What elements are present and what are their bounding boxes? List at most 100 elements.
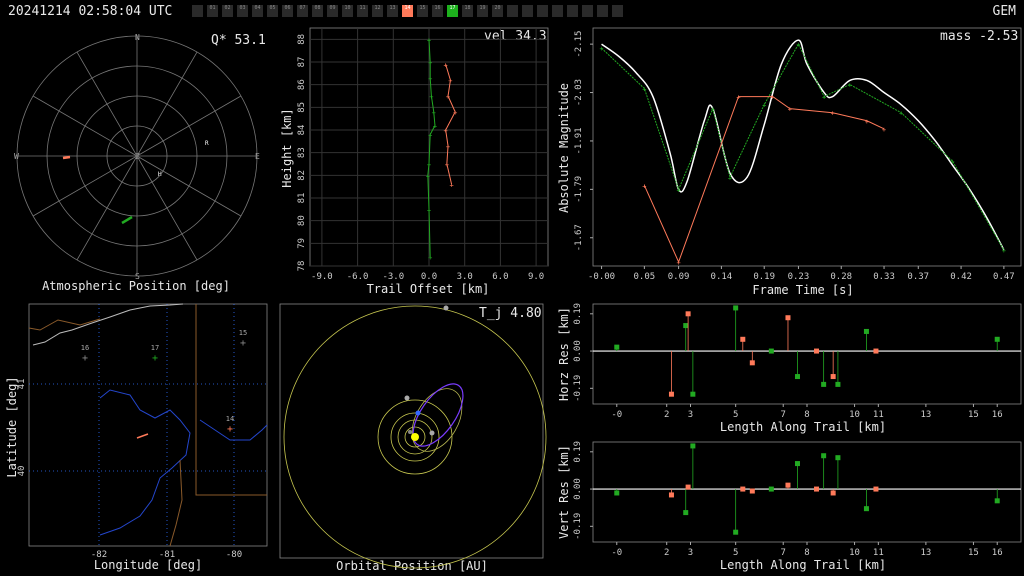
station-indicator-label: 04 [254, 5, 261, 11]
station-indicator-label: 03 [239, 5, 246, 11]
radiant-marker: R [205, 140, 209, 147]
y-tick-label: 83 [297, 147, 307, 158]
y-tick-label: 0.00 [573, 478, 583, 500]
x-tick-label: 10 [849, 548, 860, 558]
polar-spoke [76, 51, 198, 261]
data-point-green: + [899, 110, 903, 118]
station-indicator [552, 5, 563, 17]
jupiter-marker [443, 305, 449, 311]
residual-point-green [835, 455, 841, 461]
data-point-orange: + [448, 77, 452, 85]
x-tick-label: 0.14 [711, 272, 733, 282]
station-indicator-label: 13 [389, 5, 396, 11]
station-indicator-label: 20 [494, 5, 501, 11]
data-point-green: + [950, 158, 954, 166]
compass-w: W [14, 152, 19, 161]
y-tick-label: 0.19 [573, 441, 583, 463]
data-point-green: + [762, 102, 766, 110]
y-tick-label: -2.15 [574, 31, 584, 58]
residual-point-orange [685, 484, 691, 490]
residual-point-orange [685, 311, 691, 317]
x-tick-label: 0.28 [830, 272, 852, 282]
river-line [199, 419, 268, 441]
lightcurve-white [601, 39, 1005, 251]
station-marker: + [82, 353, 88, 364]
y-tick-label: 0.00 [573, 340, 583, 362]
state-border [195, 304, 267, 496]
x-tick-label: 0.23 [788, 272, 810, 282]
station-indicator [612, 5, 623, 17]
station-indicator: 10 [342, 5, 353, 17]
station-indicator: 12 [372, 5, 383, 17]
y-tick-label: -1.91 [574, 127, 584, 154]
series-line-green [427, 39, 436, 257]
x-tick-label: 0.19 [753, 272, 775, 282]
vert-xlabel: Length Along Trail [km] [720, 558, 886, 572]
station-indicator: 07 [297, 5, 308, 17]
x-tick-label: -3.0 [382, 272, 404, 282]
residual-point-green [768, 486, 774, 492]
x-tick-label: -0 [611, 410, 622, 420]
compass-e: E [255, 152, 260, 161]
county-border [28, 318, 101, 331]
data-point-orange: + [788, 106, 792, 114]
timestamp: 20241214 02:58:04 UTC [8, 4, 173, 19]
residual-point-orange [830, 374, 836, 380]
plot-frame [279, 303, 544, 559]
planet-orbit [404, 426, 426, 448]
lightcurve-green [601, 43, 1005, 251]
map-xlabel: Longitude [deg] [94, 558, 202, 572]
data-point-green: + [428, 75, 432, 83]
station-indicator: 14 [402, 5, 413, 17]
earth-marker [415, 410, 421, 416]
x-tick-label: 0.42 [950, 272, 972, 282]
station-indicator [567, 5, 578, 17]
x-tick-label: 13 [920, 548, 931, 558]
residual-point-green [690, 443, 696, 449]
station-label: 17 [151, 344, 159, 352]
station-label: 15 [239, 329, 247, 337]
x-tick-label: 7 [781, 410, 786, 420]
x-tick-label: 8 [804, 410, 809, 420]
residual-point-orange [749, 488, 755, 494]
station-marker: + [240, 338, 246, 349]
data-point-green: + [427, 206, 431, 214]
tj-annotation: T_j 4.80 [479, 306, 542, 321]
x-tick-label: 16 [992, 548, 1003, 558]
sun-marker [411, 433, 419, 441]
station-indicator [582, 5, 593, 17]
station-indicator-label: 07 [299, 5, 306, 11]
x-tick-label: -82 [91, 550, 107, 560]
station-indicator: 13 [387, 5, 398, 17]
y-tick-label: 78 [297, 261, 307, 272]
residual-point-orange [740, 486, 746, 492]
x-tick-label: -0.00 [588, 272, 615, 282]
residual-point-orange [668, 391, 674, 397]
y-tick-label: 88 [297, 34, 307, 45]
residual-point-green [863, 328, 869, 334]
y-tick-label: -0.19 [573, 513, 583, 540]
station-indicator: 18 [462, 5, 473, 17]
q-star-annotation: Q* 53.1 [211, 33, 266, 48]
compass-n: N [135, 33, 140, 42]
station-indicator-label: 19 [479, 5, 486, 11]
x-tick-label: 10 [849, 410, 860, 420]
lightcurve-xlabel: Frame Time [s] [752, 283, 853, 297]
h-marker: H [158, 171, 162, 178]
station-indicator [192, 5, 203, 17]
residual-point-green [821, 453, 827, 459]
data-point-orange: + [444, 61, 448, 69]
station-indicator: 15 [417, 5, 428, 17]
station-indicator [507, 5, 518, 17]
data-point-orange: + [450, 181, 454, 189]
station-label: 16 [81, 344, 89, 352]
data-point-orange: + [676, 259, 680, 267]
station-indicator: 17 [447, 5, 458, 17]
station-indicator: 16 [432, 5, 443, 17]
mass-annotation: mass -2.53 [940, 29, 1018, 44]
residual-point-orange [785, 482, 791, 488]
x-tick-label: -80 [226, 550, 242, 560]
y-tick-label: -0.19 [573, 375, 583, 402]
data-point-green: + [822, 94, 826, 102]
y-tick-label: 82 [297, 170, 307, 181]
